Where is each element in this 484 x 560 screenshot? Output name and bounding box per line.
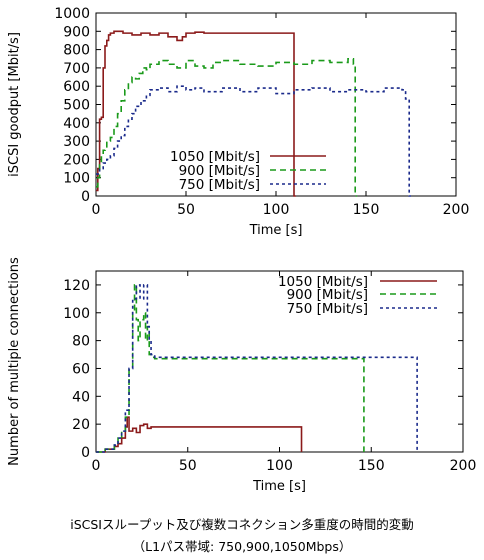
y-tick-label: 800 bbox=[63, 43, 90, 59]
legend-label-2: 750 [Mbit/s] bbox=[287, 301, 368, 317]
x-tick-label: 200 bbox=[443, 202, 470, 218]
y-tick-label: 300 bbox=[63, 134, 90, 150]
plot-frame bbox=[95, 270, 464, 453]
y-tick-label: 60 bbox=[72, 361, 90, 377]
y-axis-label: Number of multiple connections bbox=[7, 257, 22, 466]
x-tick-label: 0 bbox=[92, 458, 101, 474]
series-line-0 bbox=[96, 30, 296, 197]
x-tick-label: 100 bbox=[266, 458, 293, 474]
y-tick-label: 0 bbox=[81, 445, 90, 461]
y-tick-label: 400 bbox=[63, 116, 90, 132]
series-line-2 bbox=[96, 85, 411, 197]
plot-frame bbox=[95, 12, 457, 197]
x-tick-label: 0 bbox=[92, 202, 101, 218]
y-axis-label: iSCSI goodput [Mbit/s] bbox=[7, 32, 22, 177]
y-tick-label: 500 bbox=[63, 98, 90, 114]
y-tick-label: 0 bbox=[81, 189, 90, 205]
x-tick-label: 50 bbox=[179, 458, 197, 474]
y-tick-label: 600 bbox=[63, 79, 90, 95]
connections-chart: 0 20 40 60 80 100 120 0 50 100 150 200 Time [s] Numbe… bbox=[7, 257, 476, 494]
legend-label-1: 900 [Mbit/s] bbox=[287, 287, 368, 303]
y-tick-label: 900 bbox=[63, 24, 90, 40]
y-tick-label: 100 bbox=[63, 171, 90, 187]
y-tick-label: 1000 bbox=[54, 6, 90, 22]
series-line-0 bbox=[96, 416, 303, 453]
x-axis-label: Time [s] bbox=[249, 223, 303, 238]
y-tick-label: 700 bbox=[63, 61, 90, 77]
y-tick-label: 80 bbox=[72, 334, 90, 350]
x-tick-label: 100 bbox=[263, 202, 290, 218]
legend-label-0: 1050 [Mbit/s] bbox=[170, 149, 260, 165]
caption-line1: iSCSIスループット及び複数コネクション多重度の時間的変動 bbox=[70, 517, 414, 532]
x-tick-label: 50 bbox=[177, 202, 195, 218]
y-tick-label: 40 bbox=[72, 389, 90, 405]
x-tick-label: 200 bbox=[450, 458, 477, 474]
y-tick-label: 200 bbox=[63, 152, 90, 168]
series-line-2 bbox=[96, 284, 418, 453]
y-tick-label: 120 bbox=[63, 278, 90, 294]
x-axis-label: Time [s] bbox=[252, 479, 306, 494]
x-tick-label: 150 bbox=[353, 202, 380, 218]
y-tick-label: 20 bbox=[72, 417, 90, 433]
y-tick-label: 100 bbox=[63, 306, 90, 322]
legend-label-1: 900 [Mbit/s] bbox=[179, 163, 260, 179]
series-line-1 bbox=[96, 57, 357, 197]
legend-label-2: 750 [Mbit/s] bbox=[179, 177, 260, 193]
caption-line2: （L1パス帯域: 750,900,1050Mbps） bbox=[132, 539, 352, 554]
x-tick-label: 150 bbox=[358, 458, 385, 474]
legend-label-0: 1050 [Mbit/s] bbox=[278, 274, 368, 290]
